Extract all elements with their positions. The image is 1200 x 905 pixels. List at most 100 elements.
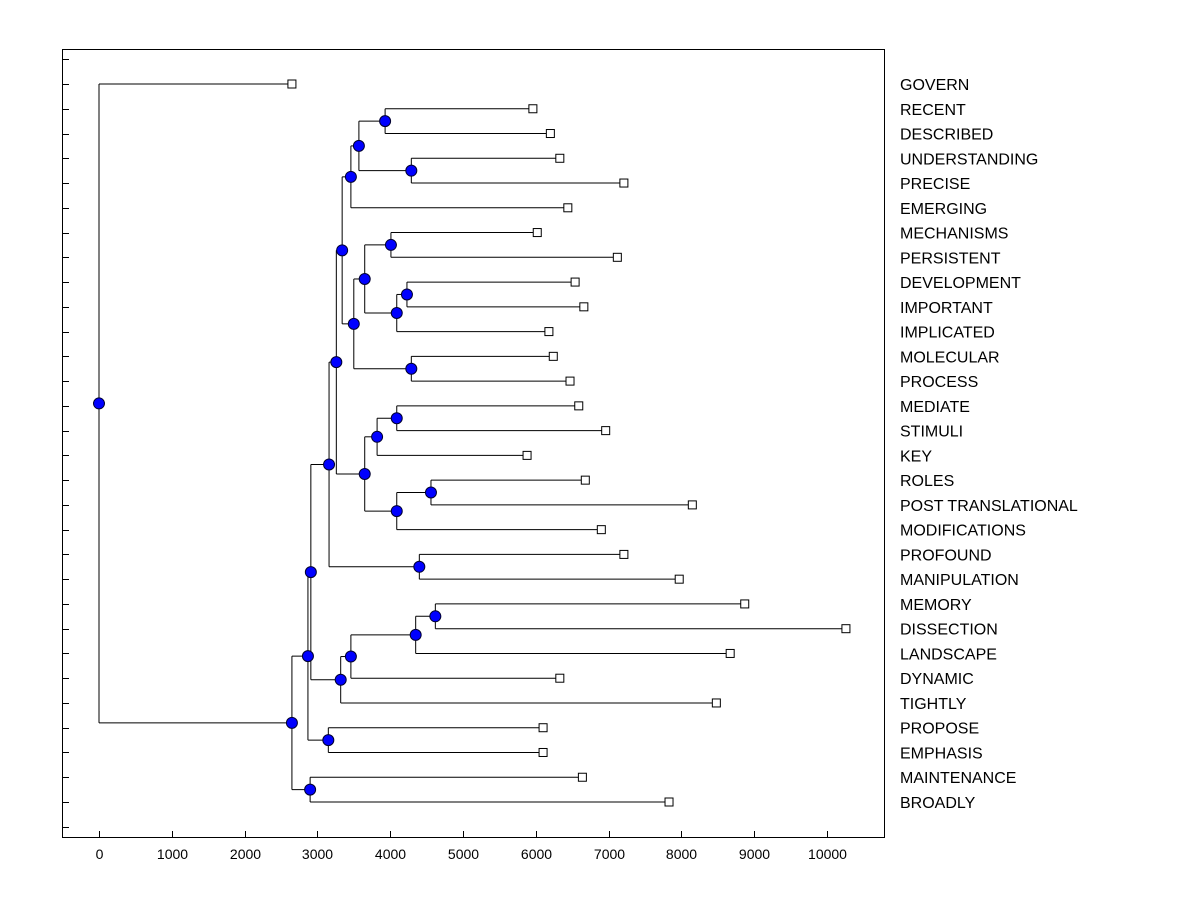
leaf-label: MEDIATE <box>900 399 970 416</box>
x-tick-label: 5000 <box>448 846 479 862</box>
merge-node-marker <box>334 673 347 686</box>
x-tick-label: 8000 <box>666 846 697 862</box>
merge-node-marker <box>371 430 384 443</box>
leaf-label: PROFOUND <box>900 547 992 564</box>
leaf-marker <box>287 79 297 89</box>
x-tick-label: 1000 <box>157 846 188 862</box>
leaf-marker <box>570 277 580 287</box>
merge-node-marker <box>352 139 365 152</box>
x-tick-label: 10000 <box>808 846 847 862</box>
leaf-label: PRECISE <box>900 176 970 193</box>
leaf-label: DYNAMIC <box>900 671 974 688</box>
leaf-marker <box>528 104 538 114</box>
x-tick-label: 9000 <box>739 846 770 862</box>
merge-node-marker <box>405 164 418 177</box>
x-tick-label: 7000 <box>594 846 625 862</box>
merge-node-marker <box>400 288 413 301</box>
merge-node-marker <box>379 115 392 128</box>
leaf-label: TIGHTLY <box>900 696 967 713</box>
leaf-marker <box>565 376 575 386</box>
merge-node-marker <box>330 356 343 369</box>
leaf-label: MAINTENANCE <box>900 770 1016 787</box>
leaf-label: MODIFICATIONS <box>900 523 1026 540</box>
x-tick-label: 3000 <box>302 846 333 862</box>
merge-node-marker <box>301 650 314 663</box>
leaf-marker <box>612 252 622 262</box>
leaf-label: KEY <box>900 448 932 465</box>
merge-node-marker <box>93 397 105 410</box>
merge-node-marker <box>344 170 357 183</box>
leaf-label: MEMORY <box>900 597 972 614</box>
x-tick-label: 6000 <box>521 846 552 862</box>
merge-node-marker <box>285 716 298 729</box>
leaf-label: PROPOSE <box>900 721 979 738</box>
leaf-marker <box>841 624 851 634</box>
merge-node-marker <box>323 458 336 471</box>
leaf-label: DESCRIBED <box>900 127 993 144</box>
leaf-label: MANIPULATION <box>900 572 1019 589</box>
x-tick-label: 0 <box>96 846 104 862</box>
leaf-marker <box>601 426 611 436</box>
leaf-label: UNDERSTANDING <box>900 151 1038 168</box>
leaf-marker <box>555 673 565 683</box>
dendrogram-marks <box>93 79 851 807</box>
leaf-label: STIMULI <box>900 424 963 441</box>
leaf-label: RECENT <box>900 102 966 119</box>
leaf-label: LANDSCAPE <box>900 646 997 663</box>
leaf-marker <box>711 698 721 708</box>
merge-node-marker <box>336 244 349 257</box>
leaf-label: GOVERN <box>900 77 969 94</box>
merge-node-marker <box>344 650 357 663</box>
leaf-marker <box>574 401 584 411</box>
x-axis: 0 1000 2000 3000 4000 5000 6000 7000 8000 9000 100… <box>96 831 847 862</box>
leaf-marker <box>725 648 735 658</box>
merge-node-marker <box>409 628 422 641</box>
leaf-label: DEVELOPMENT <box>900 275 1021 292</box>
merge-node-marker <box>347 317 360 330</box>
leaf-labels: GOVERN RECENT DESCRIBED UNDERSTANDING PRECIS… <box>900 77 1078 812</box>
merge-node-marker <box>358 467 371 480</box>
plot-frame <box>62 49 885 838</box>
leaf-label: EMERGING <box>900 201 987 218</box>
leaf-label: PERSISTENT <box>900 250 1001 267</box>
merge-node-marker <box>429 610 442 623</box>
leaf-marker <box>579 302 589 312</box>
merge-node-marker <box>424 486 437 499</box>
merge-node-marker <box>358 272 371 285</box>
leaf-label: POST TRANSLATIONAL <box>900 498 1078 515</box>
leaf-marker <box>580 475 590 485</box>
leaf-marker <box>563 203 573 213</box>
leaf-marker <box>532 228 542 238</box>
x-tick-label: 4000 <box>375 846 406 862</box>
leaf-marker <box>596 525 606 535</box>
leaf-marker <box>522 450 532 460</box>
merge-node-marker <box>384 238 397 251</box>
leaf-marker <box>545 129 555 139</box>
leaf-marker <box>544 327 554 337</box>
leaf-label: ROLES <box>900 473 954 490</box>
leaf-label: MECHANISMS <box>900 226 1008 243</box>
leaf-marker <box>577 772 587 782</box>
merge-node-marker <box>390 412 403 425</box>
leaf-marker <box>687 500 697 510</box>
leaf-label: MOLECULAR <box>900 349 1000 366</box>
merge-node-marker <box>304 566 317 579</box>
merge-node-marker <box>304 783 317 796</box>
leaf-marker <box>664 797 674 807</box>
x-tick-label: 2000 <box>230 846 261 862</box>
leaf-label: DISSECTION <box>900 622 998 639</box>
leaf-marker <box>555 153 565 163</box>
merge-node-marker <box>390 307 403 320</box>
leaf-marker <box>619 549 629 559</box>
leaf-label: IMPORTANT <box>900 300 993 317</box>
leaf-marker <box>674 574 684 584</box>
leaf-marker <box>619 178 629 188</box>
leaf-marker <box>538 747 548 757</box>
leaf-marker <box>548 351 558 361</box>
leaf-label: IMPLICATED <box>900 325 995 342</box>
merge-node-marker <box>405 362 418 375</box>
merge-node-marker <box>413 560 426 573</box>
leaf-marker <box>538 723 548 733</box>
merge-node-marker <box>390 505 403 518</box>
